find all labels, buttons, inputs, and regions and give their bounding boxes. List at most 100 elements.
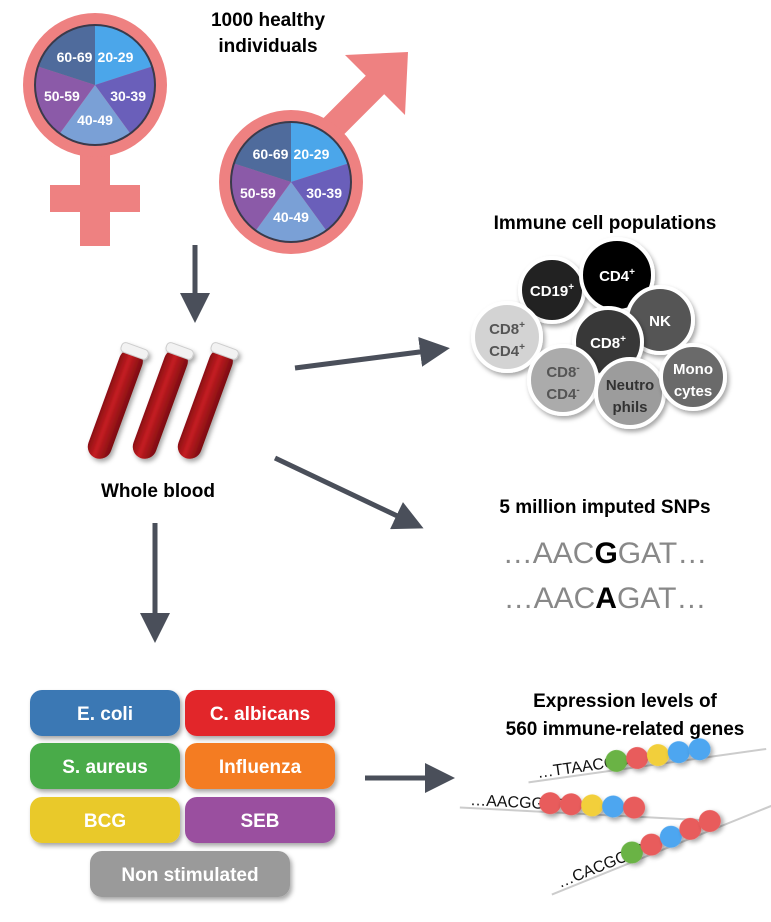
stimulus-influenza: Influenza [185,743,335,789]
cohort-title-line2: individuals [218,36,317,57]
cell-marker-sign: - [576,385,579,396]
expression-bead [602,795,625,818]
cell-label: CD19+ [530,282,574,300]
cell-label: CD4- [546,385,579,403]
immune-cells-title: Immune cell populations [494,213,717,234]
stimulus-label: E. coli [77,704,133,725]
stimulus-label: Non stimulated [121,865,258,886]
stimulus-label: BCG [84,811,126,832]
expression-bead [640,833,663,856]
pie-slice [233,122,291,182]
gene-sequence: …AACGGAT [470,792,564,814]
expression-bead [620,841,643,864]
cohort-title-line1: 1000 healthy [211,10,325,31]
age-group-label: 30-39 [110,88,146,104]
cell-name: CD8 [590,335,620,352]
expression-bead [626,747,649,770]
expression-bead [539,792,562,815]
expression-bead [698,810,721,833]
cell-name: NK [649,313,671,330]
pie-slice [95,25,153,85]
snp-sequence-1: …AACGGAT… [503,537,707,570]
cell-marker-sign: + [519,342,525,353]
expression-bead [646,744,669,767]
female-age-pie: 20-29 30-39 40-49 50-59 60-69 [34,24,156,146]
seq-prefix: …AAC [504,582,596,615]
age-group-label: 40-49 [273,209,309,225]
blood-tubes [87,342,239,459]
stimulus-seb: SEB [185,797,335,843]
expression-title-line1: Expression levels of [533,691,717,712]
cell-label: CD4+ [599,267,635,285]
cell-name: CD8 [546,364,576,381]
stimulus-label: SEB [240,811,279,832]
expression-bead [581,794,604,817]
seq-suffix: GAT… [617,582,706,615]
seq-suffix: GAT… [618,537,707,570]
male-symbol: 20-29 30-39 40-49 50-59 60-69 [219,52,408,254]
cell-name: phils [612,399,647,416]
cell-label: CD8- [546,363,579,381]
blood-tube-icon [132,342,194,459]
pie-slice [291,122,349,182]
pie-slice [59,85,131,145]
cell-marker-sign: + [519,320,525,331]
cell-label: cytes [674,383,712,400]
cell-label: phils [612,399,647,416]
stimulus-label: Influenza [219,757,302,778]
male-age-pie: 20-29 30-39 40-49 50-59 60-69 [230,121,352,243]
immune-cell: Mono cytes [659,343,727,411]
pie-slice [231,163,291,231]
stimulus-non-stimulated: Non stimulated [90,851,290,897]
immune-cell: CD8+CD4+ [471,301,543,373]
cell-name: Neutro [606,377,654,394]
cell-name: CD4 [546,386,577,403]
stimulus-bcg: BCG [30,797,180,843]
age-group-label: 20-29 [294,146,330,162]
cell-marker-sign: + [629,267,635,278]
snp-variant: G [594,537,617,570]
snps-title: 5 million imputed SNPs [499,497,710,518]
age-group-label: 60-69 [253,146,289,162]
expression-row: …AACGGAT [459,792,700,822]
cell-name: Mono [673,361,713,378]
cell-label: CD4+ [489,342,525,360]
age-group-label: 30-39 [306,185,342,201]
stimulus-e-coli: E. coli [30,690,180,736]
cell-name: CD4 [599,268,630,285]
age-group-label: 20-29 [98,49,134,65]
female-symbol: 20-29 30-39 40-49 50-59 60-69 [23,13,167,246]
seq-prefix: …AAC [503,537,595,570]
stimulation-conditions: E. coli C. albicans S. aureus Influenza BCG S… [30,690,335,897]
cell-marker-sign: + [568,282,574,293]
cell-label: NK [649,313,671,330]
age-group-label: 40-49 [77,112,113,128]
cell-marker-sign: + [620,334,626,345]
whole-blood-label: Whole blood [101,481,215,502]
pie-slice [37,25,95,85]
blood-tube-icon [87,342,149,459]
stimulus-label: C. albicans [210,704,310,725]
expression-bead [560,793,583,816]
cell-label: CD8+ [590,334,626,352]
expression-title-line2: 560 immune-related genes [506,719,745,740]
pie-slice [255,182,327,243]
age-group-label: 60-69 [57,49,93,65]
snp-variant: A [595,582,617,615]
expression-bead [679,817,702,840]
pie-slice [95,66,155,134]
age-group-label: 50-59 [44,88,80,104]
stimulus-s-aureus: S. aureus [30,743,180,789]
cell-name: CD4 [489,343,520,360]
cell-label: Mono [673,361,713,378]
immune-cell: CD8-CD4- [527,344,599,416]
cell-name: cytes [674,383,712,400]
age-group-label: 50-59 [240,185,276,201]
cell-label: CD8+ [489,320,525,338]
arrow-to-immune-cells [294,337,450,371]
expression-bead [623,796,646,819]
stimulus-label: S. aureus [62,757,148,778]
expression-bead [667,741,690,764]
